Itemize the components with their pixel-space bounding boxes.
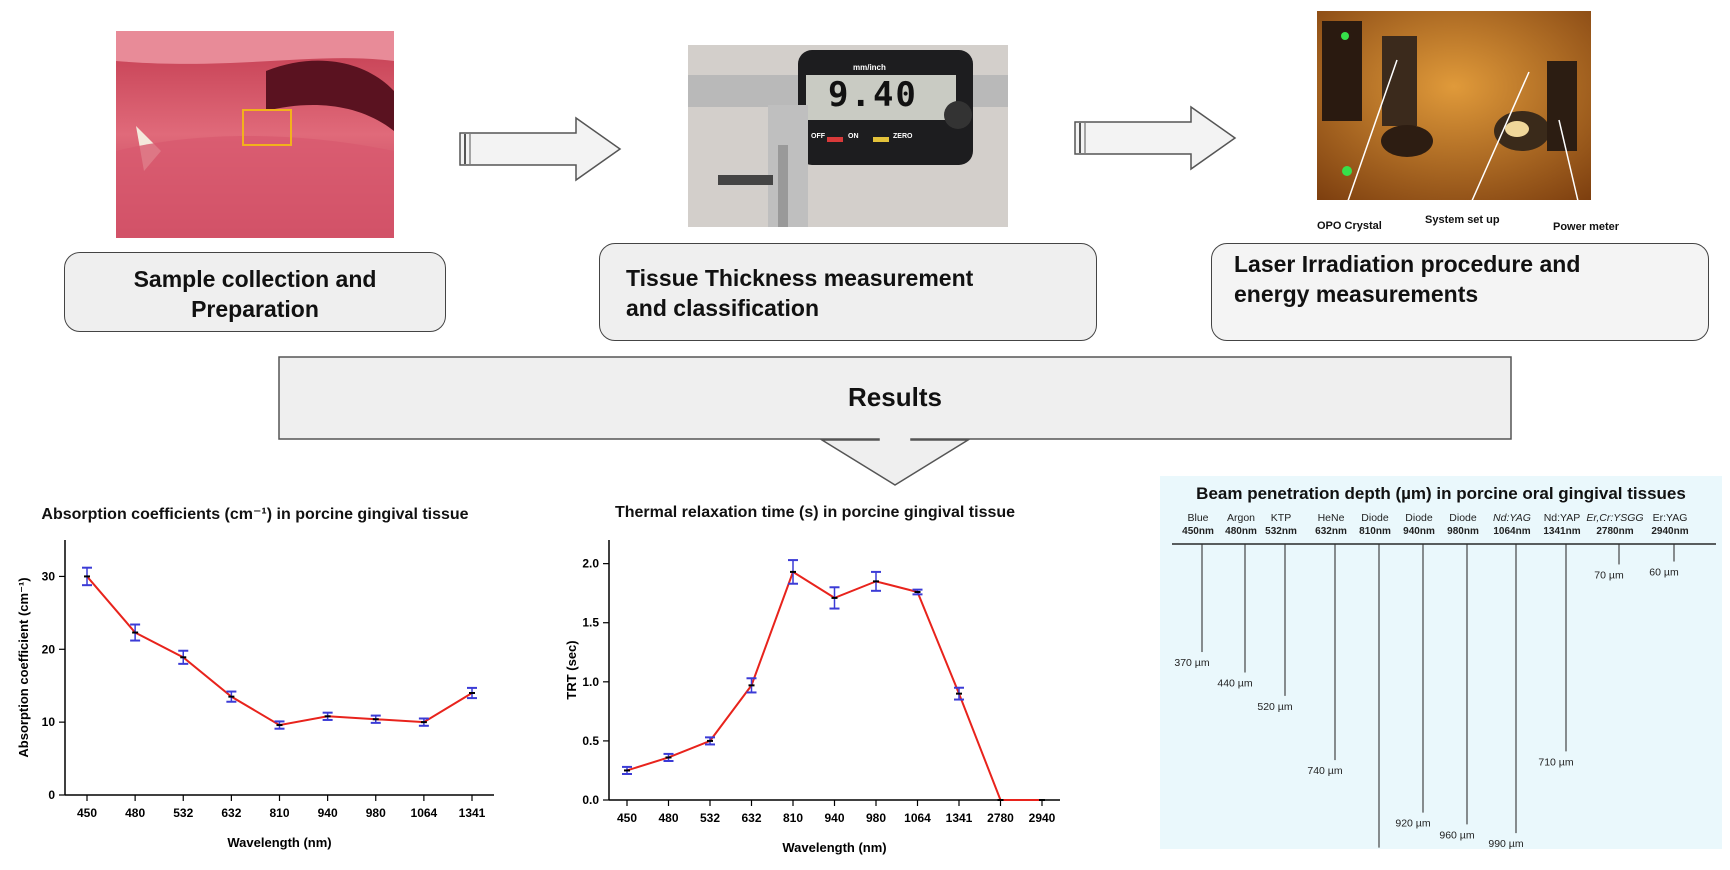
- laser-name-label: Er,Cr:YSGG: [1586, 512, 1643, 524]
- laser-label-setup: System set up: [1425, 214, 1500, 226]
- caliper-photo: mm/inch 9.40 OFF ON ZERO: [688, 45, 1008, 227]
- x-axis-label: Wavelength (nm): [227, 835, 331, 850]
- depth-label: 70 µm: [1594, 569, 1624, 581]
- laser-wavelength-label: 1341nm: [1543, 526, 1580, 537]
- laser-callout-lines: [1341, 59, 1583, 219]
- flow-arrow-1: [459, 116, 622, 182]
- x-tick-label: 2780: [987, 811, 1014, 825]
- laser-wavelength-label: 810nm: [1359, 526, 1391, 537]
- step-3-line2: energy measurements: [1234, 281, 1479, 307]
- depth-label: 710 µm: [1538, 756, 1573, 768]
- absorption-chart-title: Absorption coefficients (cm⁻¹) in porcin…: [41, 506, 469, 523]
- laser-name-label: Diode: [1405, 512, 1433, 524]
- x-tick-label: 450: [617, 811, 637, 825]
- absorption-chart: Absorption coefficients (cm⁻¹) in porcin…: [8, 500, 502, 862]
- flow-arrow-2: [1074, 105, 1237, 171]
- depth-label: 960 µm: [1439, 829, 1474, 841]
- penetration-chart-title: Beam penetration depth (µm) in porcine o…: [1196, 484, 1686, 503]
- trt-chart-title: Thermal relaxation time (s) in porcine g…: [614, 504, 1016, 521]
- x-tick-label: 810: [269, 806, 289, 820]
- y-axis-label: TRT (sec): [564, 640, 579, 699]
- laser-name-label: Nd:YAP: [1544, 512, 1581, 524]
- x-tick-label: 1064: [904, 811, 931, 825]
- depth-label: 370 µm: [1174, 657, 1209, 669]
- step-2-line2: and classification: [626, 295, 820, 321]
- y-tick-label: 2.0: [582, 557, 599, 571]
- y-tick-label: 1.5: [582, 616, 599, 630]
- caliper-reading: 9.40: [828, 75, 918, 115]
- laser-name-label: Nd:YAG: [1493, 512, 1531, 524]
- x-tick-label: 632: [741, 811, 761, 825]
- caliper-on-label: ON: [848, 133, 859, 140]
- depth-label: 60 µm: [1649, 567, 1679, 579]
- x-tick-label: 980: [866, 811, 886, 825]
- x-tick-label: 480: [658, 811, 678, 825]
- x-tick-label: 532: [700, 811, 720, 825]
- depth-label: 740 µm: [1307, 765, 1342, 777]
- depth-label: 990 µm: [1488, 838, 1523, 849]
- x-tick-label: 940: [824, 811, 844, 825]
- laser-wavelength-label: 2940nm: [1651, 526, 1688, 537]
- caliper-zero-label: ZERO: [893, 133, 913, 140]
- step-box-sample: Sample collection and Preparation: [64, 252, 446, 332]
- laser-wavelength-label: 480nm: [1225, 526, 1257, 537]
- sample-photo: [116, 31, 394, 238]
- x-tick-label: 532: [173, 806, 193, 820]
- y-tick-label: 10: [42, 715, 56, 729]
- x-axis-label: Wavelength (nm): [782, 840, 886, 855]
- laser-name-label: Argon: [1227, 512, 1255, 524]
- laser-setup-photo: [1317, 11, 1591, 200]
- laser-wavelength-label: 940nm: [1403, 526, 1435, 537]
- laser-wavelength-label: 980nm: [1447, 526, 1479, 537]
- laser-name-label: Diode: [1361, 512, 1389, 524]
- x-tick-label: 450: [77, 806, 97, 820]
- laser-name-label: HeNe: [1318, 512, 1345, 524]
- y-tick-label: 0.0: [582, 793, 599, 807]
- y-tick-label: 20: [42, 642, 56, 656]
- caliper-unit-label: mm/inch: [853, 63, 886, 72]
- data-line: [86, 575, 473, 727]
- laser-name-label: Blue: [1187, 512, 1208, 524]
- laser-label-opo: OPO Crystal: [1317, 220, 1382, 232]
- caliper-off-label: OFF: [811, 133, 825, 140]
- x-tick-label: 1341: [459, 806, 486, 820]
- laser-name-label: Diode: [1449, 512, 1477, 524]
- laser-wavelength-label: 632nm: [1315, 526, 1347, 537]
- y-tick-label: 30: [42, 569, 56, 583]
- step-1-line2: Preparation: [191, 296, 319, 322]
- x-tick-label: 810: [783, 811, 803, 825]
- depth-label: 920 µm: [1395, 818, 1430, 830]
- x-tick-label: 1341: [946, 811, 973, 825]
- laser-name-label: Er:YAG: [1653, 512, 1688, 524]
- y-tick-label: 0.5: [582, 734, 599, 748]
- y-axis-label: Absorption coefficient (cm⁻¹): [16, 577, 31, 757]
- x-tick-label: 980: [366, 806, 386, 820]
- penetration-chart: Beam penetration depth (µm) in porcine o…: [1160, 476, 1722, 849]
- x-tick-label: 1064: [411, 806, 438, 820]
- step-box-thickness: Tissue Thickness measurement and classif…: [599, 243, 1097, 341]
- x-tick-label: 480: [125, 806, 145, 820]
- trt-chart: Thermal relaxation time (s) in porcine g…: [560, 500, 1070, 862]
- depth-label: 520 µm: [1257, 701, 1292, 713]
- laser-wavelength-label: 2780nm: [1596, 526, 1633, 537]
- laser-wavelength-label: 532nm: [1265, 526, 1297, 537]
- step-box-laser: Laser Irradiation procedure and energy m…: [1211, 243, 1709, 341]
- laser-wavelength-label: 1064nm: [1493, 526, 1530, 537]
- laser-label-power: Power meter: [1553, 221, 1620, 233]
- step-3-line1: Laser Irradiation procedure and: [1234, 251, 1581, 277]
- step-2-line1: Tissue Thickness measurement: [626, 265, 974, 291]
- laser-name-label: KTP: [1271, 512, 1291, 524]
- depth-label: 440 µm: [1217, 677, 1252, 689]
- results-label: Results: [848, 382, 942, 412]
- laser-wavelength-label: 450nm: [1182, 526, 1214, 537]
- x-tick-label: 940: [318, 806, 338, 820]
- results-banner-shape: [278, 356, 1512, 486]
- step-1-line1: Sample collection and: [133, 266, 377, 292]
- y-tick-label: 1.0: [582, 675, 599, 689]
- y-tick-label: 0: [48, 788, 55, 802]
- x-tick-label: 2940: [1029, 811, 1056, 825]
- x-tick-label: 632: [221, 806, 241, 820]
